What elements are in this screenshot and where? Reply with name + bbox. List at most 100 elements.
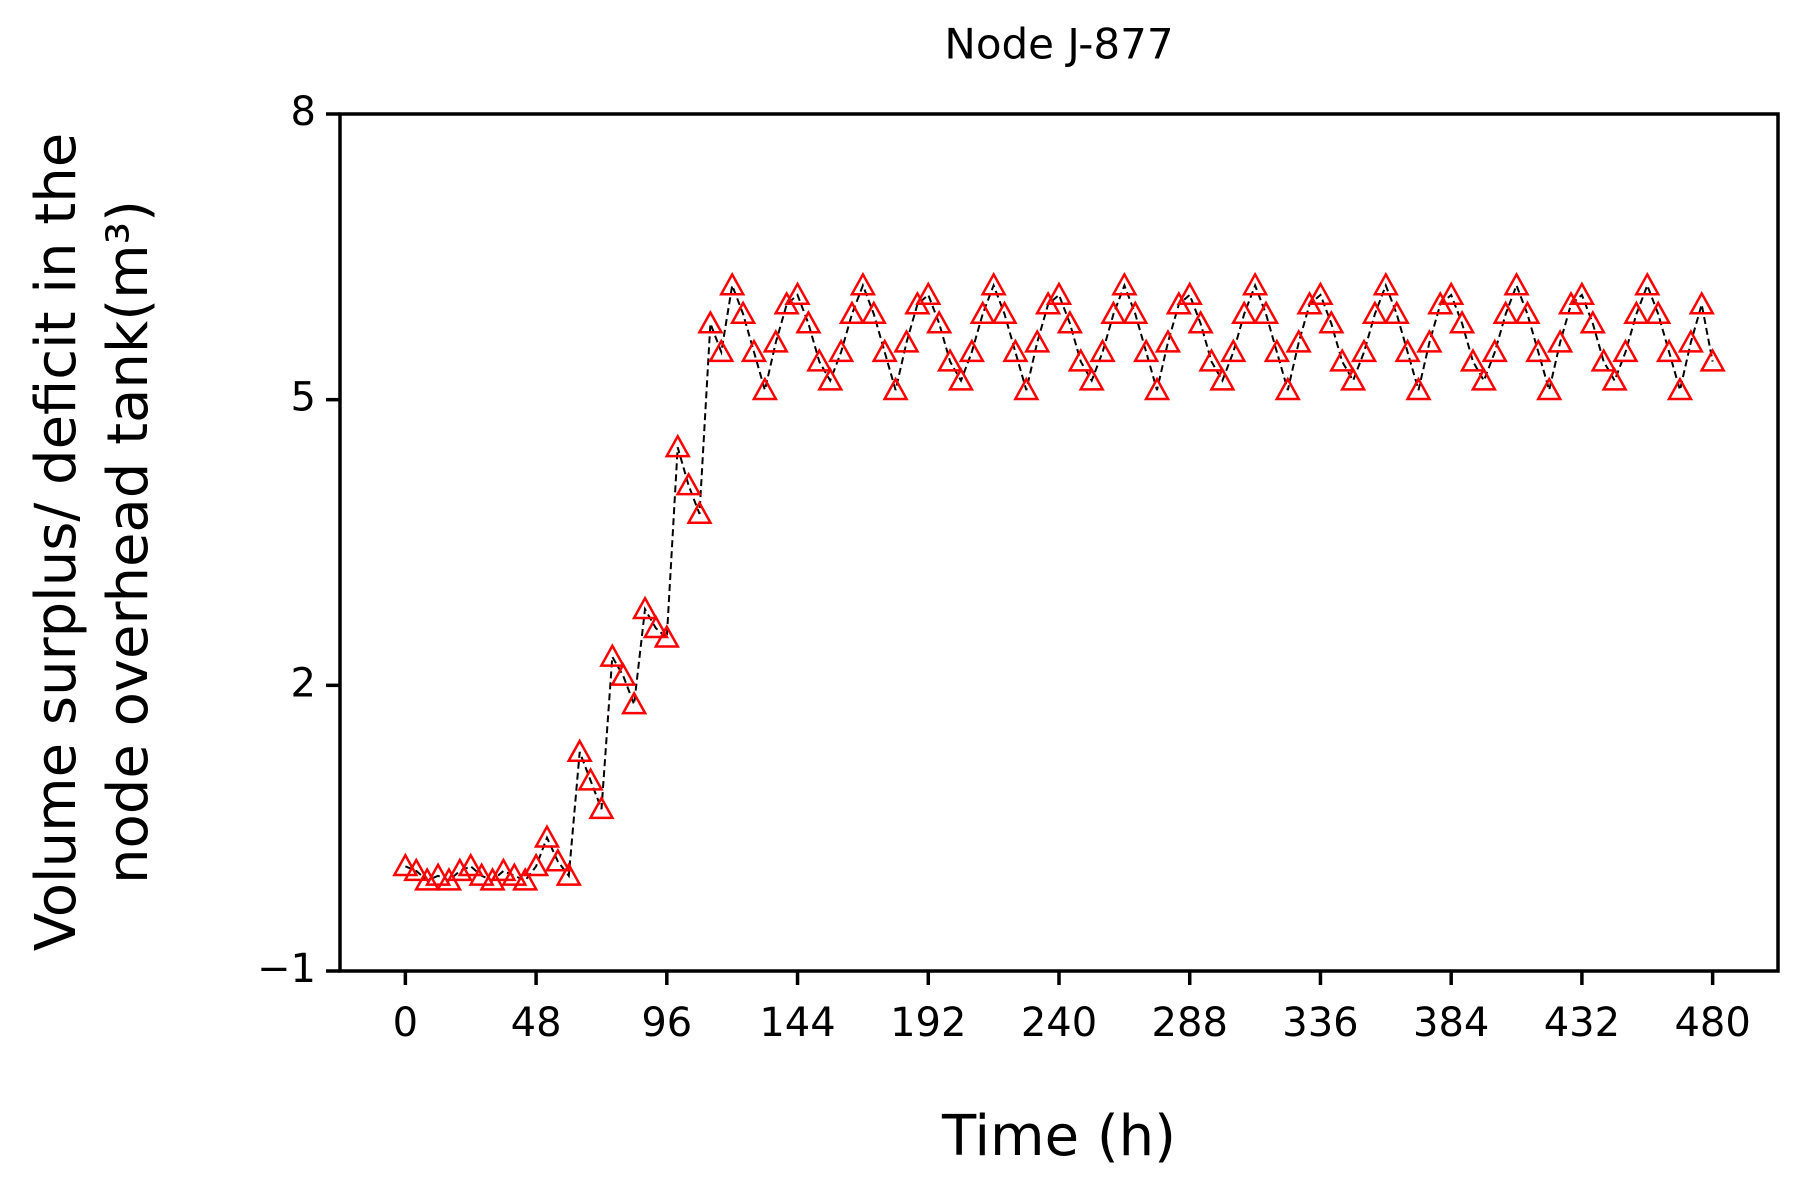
triangle-marker bbox=[1383, 300, 1410, 325]
triangle-marker bbox=[1111, 271, 1138, 296]
triangle-marker bbox=[631, 595, 659, 620]
triangle-marker bbox=[610, 662, 637, 686]
triangle-marker bbox=[1318, 309, 1345, 334]
triangle-marker bbox=[1470, 367, 1497, 391]
triangle-marker bbox=[686, 500, 713, 524]
y-axis-label: Volume surplus/ deficit in the node over… bbox=[24, 133, 161, 951]
triangle-marker bbox=[860, 300, 887, 325]
triangle-marker bbox=[1056, 309, 1084, 334]
triangle-marker bbox=[915, 281, 942, 305]
chart-title: Node J-877 bbox=[944, 20, 1173, 69]
triangle-marker bbox=[1100, 300, 1127, 325]
triangle-marker bbox=[664, 433, 691, 458]
x-axis-label: Time (h) bbox=[941, 1104, 1176, 1169]
triangle-marker bbox=[817, 367, 844, 391]
triangle-marker bbox=[1405, 376, 1432, 401]
triangle-marker bbox=[1209, 367, 1236, 391]
triangle-marker bbox=[577, 766, 604, 791]
triangle-marker bbox=[882, 376, 909, 401]
triangle-marker bbox=[1372, 271, 1399, 296]
triangle-marker bbox=[1459, 348, 1487, 372]
triangle-marker bbox=[1089, 338, 1116, 363]
triangle-marker bbox=[1623, 300, 1650, 325]
triangle-marker bbox=[708, 338, 735, 363]
triangle-marker bbox=[926, 309, 953, 334]
triangle-marker bbox=[1688, 290, 1715, 315]
triangle-marker bbox=[1645, 300, 1672, 325]
triangle-marker bbox=[1285, 328, 1312, 353]
triangle-marker bbox=[1024, 328, 1051, 353]
triangle-marker bbox=[675, 471, 702, 496]
triangle-marker bbox=[1307, 281, 1334, 305]
y-tick-label: 8 bbox=[291, 89, 316, 135]
triangle-marker bbox=[1525, 338, 1552, 363]
x-tick-label: 480 bbox=[1674, 1000, 1750, 1046]
triangle-marker bbox=[1612, 338, 1639, 363]
triangle-marker bbox=[697, 309, 724, 334]
triangle-marker bbox=[1634, 271, 1661, 296]
triangle-marker bbox=[414, 866, 441, 891]
triangle-marker bbox=[490, 857, 517, 882]
y-axis-label-line: Volume surplus/ deficit in the bbox=[24, 133, 89, 951]
triangle-marker bbox=[1568, 281, 1596, 305]
triangle-marker bbox=[1231, 300, 1258, 325]
triangle-marker bbox=[729, 300, 757, 325]
triangle-marker bbox=[544, 847, 572, 872]
triangle-marker bbox=[653, 624, 680, 648]
triangle-marker bbox=[1002, 338, 1029, 363]
triangle-marker bbox=[1361, 300, 1389, 325]
triangle-marker bbox=[403, 857, 430, 882]
triangle-marker bbox=[1448, 309, 1476, 334]
triangle-marker bbox=[1416, 328, 1443, 353]
triangle-marker bbox=[1329, 348, 1356, 372]
triangle-marker bbox=[1122, 300, 1149, 325]
triangle-marker bbox=[1340, 367, 1367, 391]
triangle-marker bbox=[969, 300, 996, 325]
x-tick-label: 288 bbox=[1152, 1000, 1228, 1046]
triangle-marker bbox=[522, 852, 550, 877]
x-tick-label: 240 bbox=[1021, 1000, 1097, 1046]
x-tick-label: 144 bbox=[759, 1000, 835, 1046]
triangle-marker bbox=[980, 271, 1007, 296]
triangle-marker bbox=[871, 338, 898, 363]
triangle-marker bbox=[795, 309, 822, 334]
triangle-marker bbox=[762, 328, 789, 353]
x-tick-label: 48 bbox=[511, 1000, 562, 1046]
triangle-marker bbox=[1666, 376, 1694, 401]
y-tick-label: 5 bbox=[291, 375, 316, 421]
triangle-marker bbox=[1263, 338, 1291, 363]
triangle-marker bbox=[642, 614, 670, 639]
triangle-marker bbox=[457, 852, 484, 877]
x-tick-label: 336 bbox=[1282, 1000, 1358, 1046]
triangle-marker bbox=[838, 300, 866, 325]
x-tick-label: 96 bbox=[641, 1000, 692, 1046]
triangle-marker bbox=[849, 271, 877, 296]
triangle-marker bbox=[566, 738, 593, 763]
triangle-marker bbox=[740, 338, 768, 363]
triangle-marker bbox=[1241, 271, 1269, 296]
triangle-marker bbox=[468, 862, 495, 886]
x-tick-label: 384 bbox=[1413, 1000, 1489, 1046]
triangle-marker bbox=[599, 643, 626, 667]
triangle-marker bbox=[958, 338, 985, 363]
y-tick-label: −1 bbox=[257, 946, 316, 992]
triangle-marker bbox=[751, 376, 778, 401]
triangle-marker bbox=[719, 271, 746, 296]
y-axis-label-line: node overhead tank(m³) bbox=[96, 200, 161, 884]
triangle-marker bbox=[827, 338, 855, 363]
triangle-marker bbox=[533, 824, 561, 848]
x-tick-label: 432 bbox=[1544, 1000, 1620, 1046]
triangle-marker bbox=[1394, 338, 1421, 363]
triangle-marker bbox=[1045, 281, 1073, 305]
triangle-marker bbox=[1546, 328, 1574, 353]
triangle-marker bbox=[555, 862, 582, 886]
triangle-marker bbox=[512, 866, 539, 891]
triangle-marker bbox=[784, 281, 811, 305]
triangle-marker bbox=[1601, 367, 1628, 391]
triangle-marker bbox=[1350, 338, 1378, 363]
triangle-marker bbox=[1590, 348, 1617, 372]
triangle-marker bbox=[446, 857, 473, 882]
triangle-marker bbox=[1154, 328, 1182, 353]
triangle-marker bbox=[1677, 328, 1704, 353]
